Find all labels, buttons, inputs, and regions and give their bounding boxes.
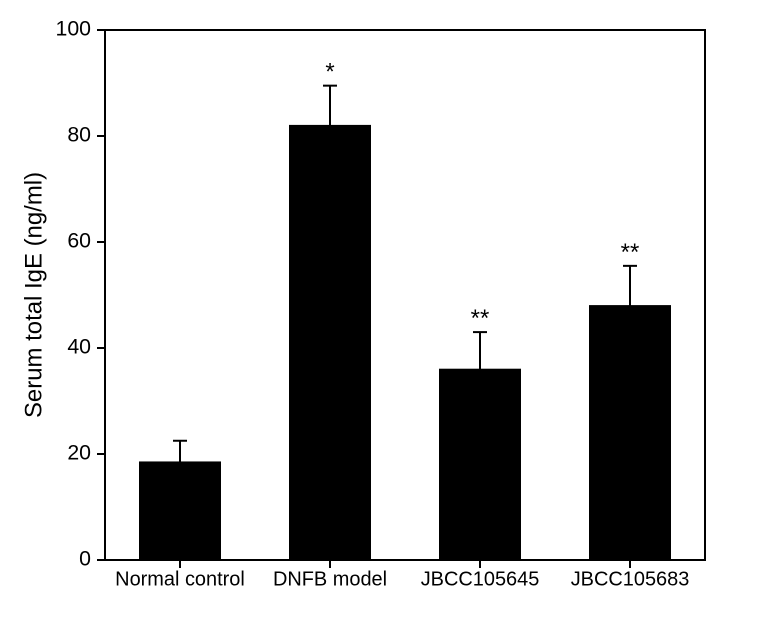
y-tick-label: 0	[79, 547, 91, 571]
significance-marker: **	[471, 305, 490, 332]
bar	[140, 462, 221, 560]
x-category-label: JBCC105683	[571, 569, 690, 591]
significance-marker: *	[325, 59, 334, 86]
bar-chart: 0 20 40 60 80 100 Serum total IgE (ng/ml) Norma…	[0, 0, 759, 631]
chart-svg: 0 20 40 60 80 100 Serum total IgE (ng/ml) Norma…	[0, 0, 759, 631]
y-tick-label: 80	[67, 123, 91, 147]
y-tick-label: 100	[56, 17, 91, 41]
y-tick-label: 40	[67, 335, 91, 359]
bar	[440, 369, 521, 560]
significance-marker: **	[621, 239, 640, 266]
x-category-label: DNFB model	[273, 569, 387, 591]
y-axis-label: Serum total IgE (ng/ml)	[20, 172, 47, 418]
bar	[590, 306, 671, 560]
x-category-label: Normal control	[115, 569, 245, 591]
y-tick-label: 20	[67, 441, 91, 465]
bar	[290, 125, 371, 560]
x-category-label: JBCC105645	[421, 569, 540, 591]
y-tick-label: 60	[67, 229, 91, 253]
